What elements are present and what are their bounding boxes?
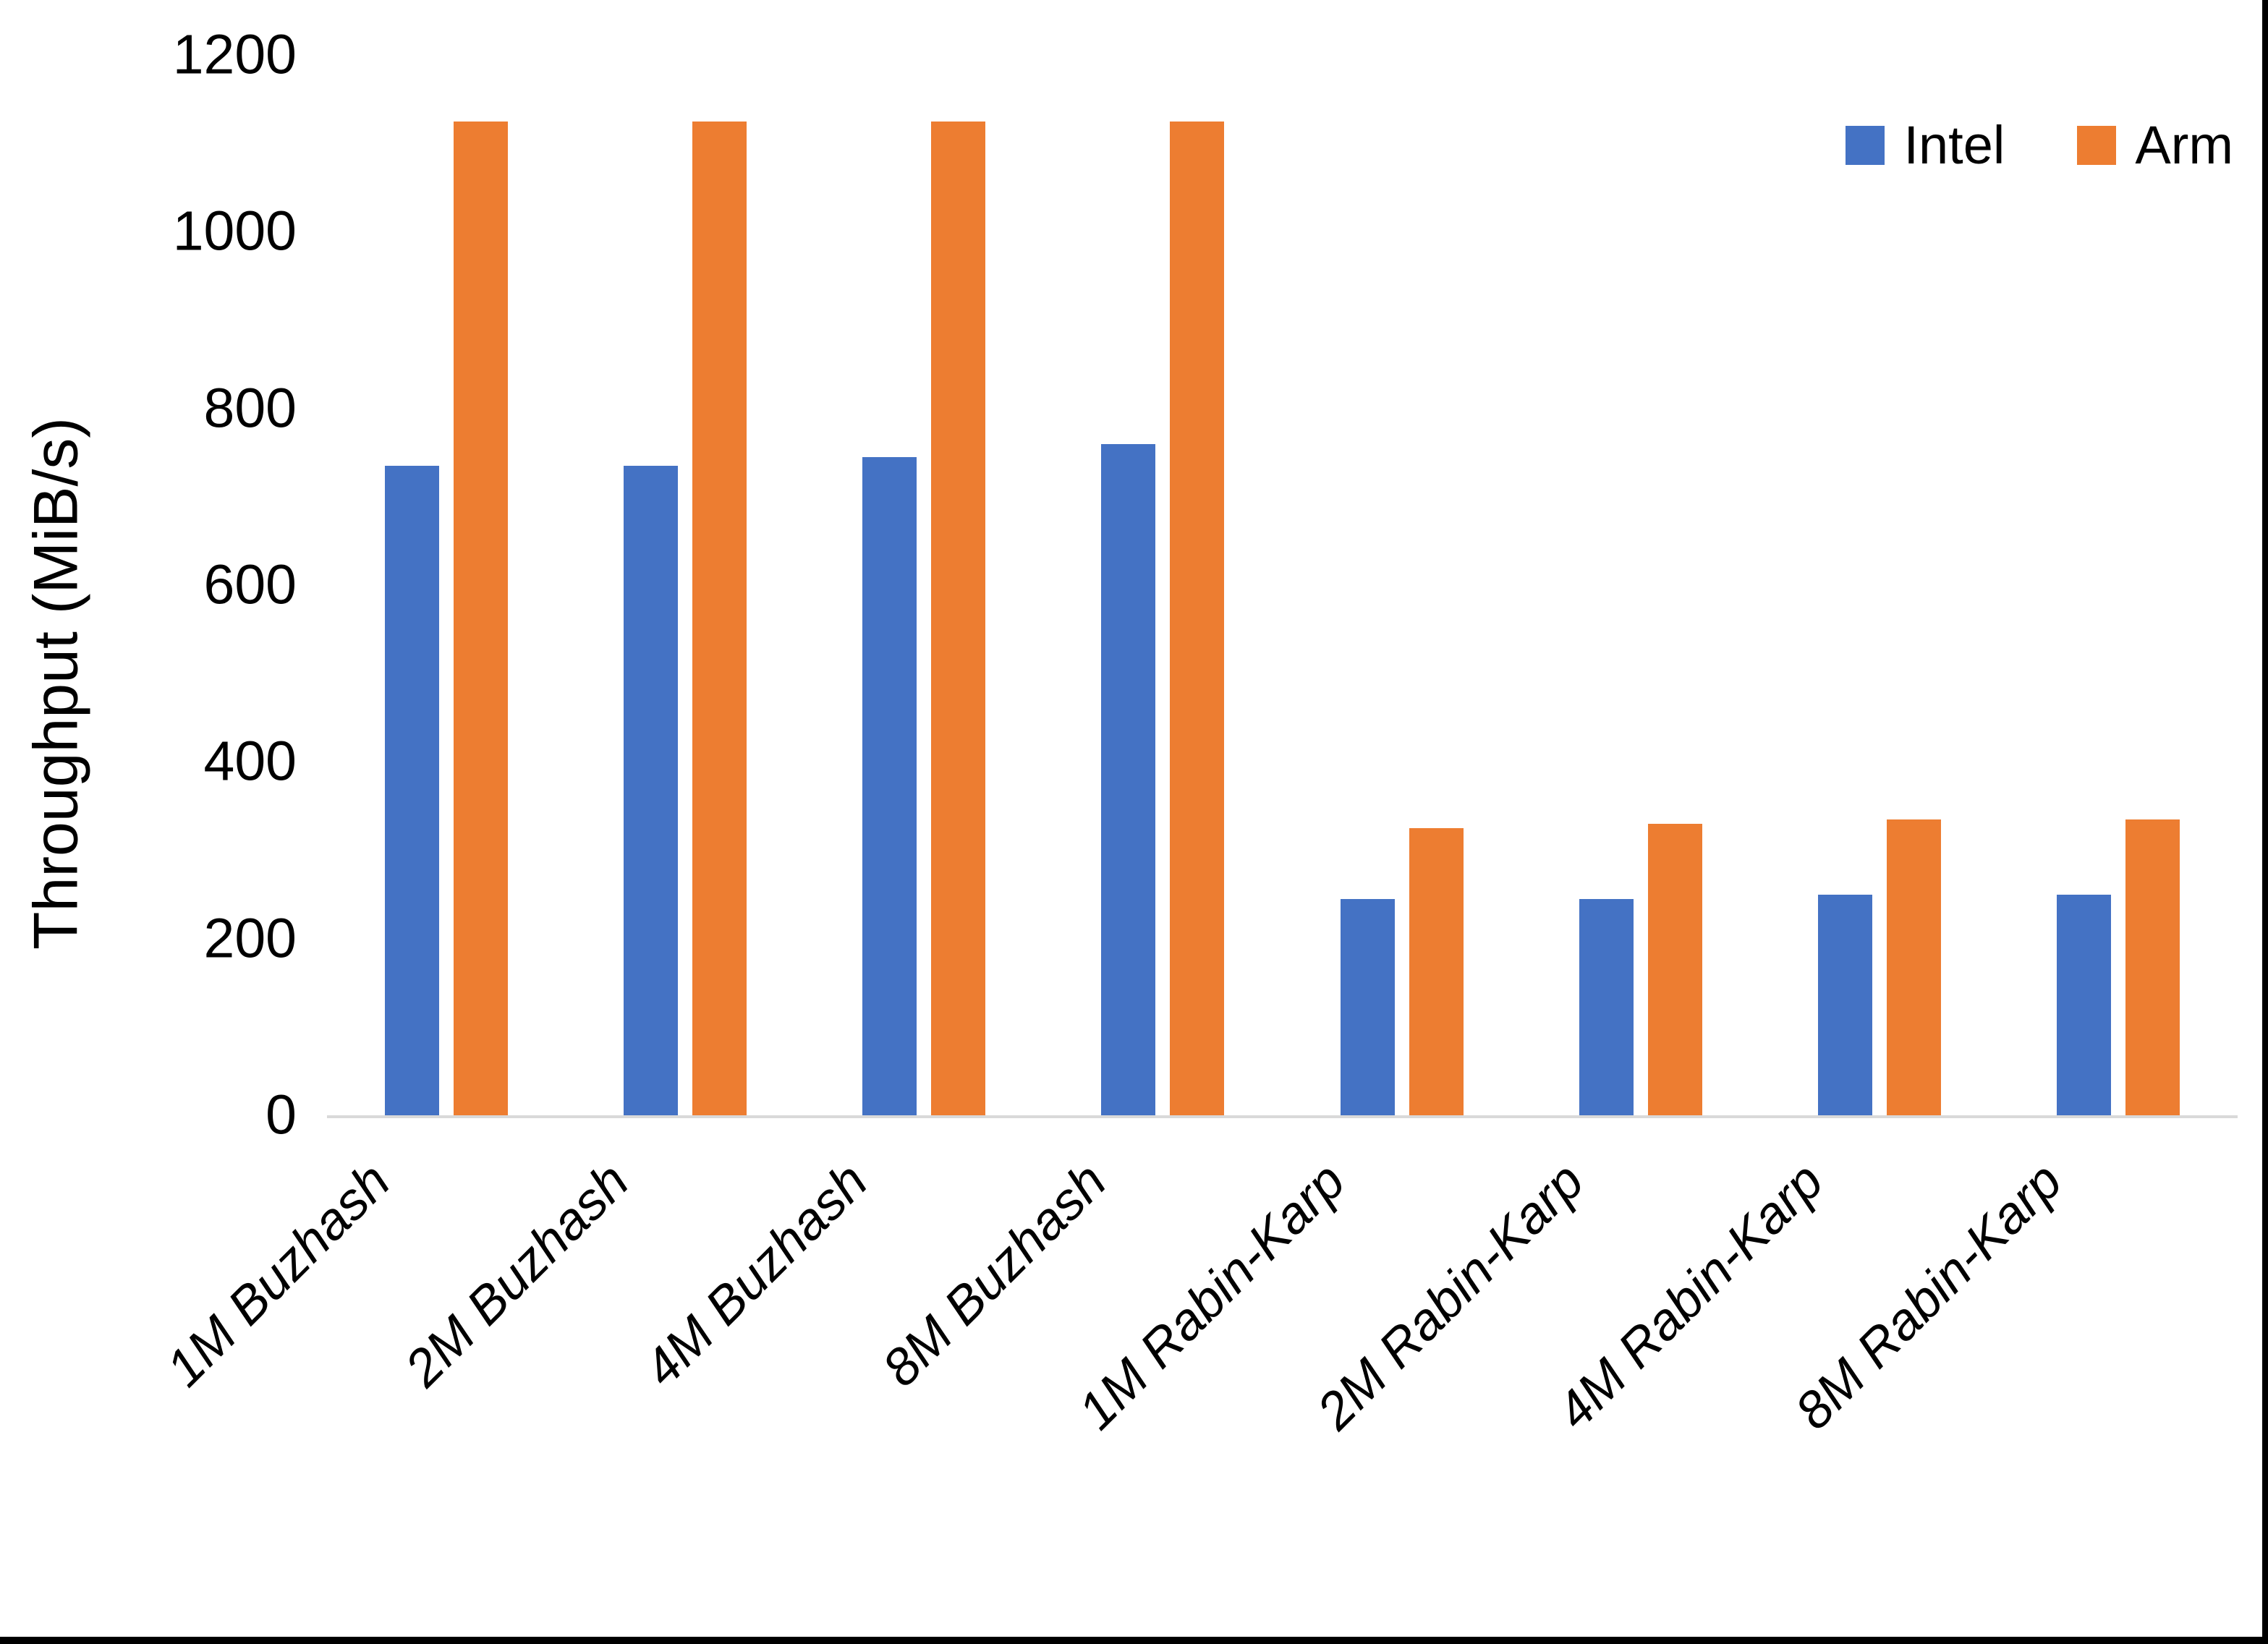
y-tick-label-1000: 1000	[172, 200, 297, 263]
legend-label-intel: Intel	[1903, 115, 2005, 175]
bar-arm-2m-rabin-karp	[1647, 823, 1702, 1115]
x-label-8m-buzhash: 8M Buzhash	[872, 1151, 1118, 1398]
bar-group-8m-rabin-karp	[1999, 55, 2238, 1115]
window-bottom-border	[0, 1637, 2268, 1644]
legend-entry-arm: Arm	[2077, 114, 2233, 176]
y-tick-label-600: 600	[203, 553, 297, 616]
bar-group-4m-buzhash	[804, 55, 1043, 1115]
x-axis-line	[327, 1115, 2238, 1118]
bar-group-2m-buzhash	[566, 55, 804, 1115]
bar-group-8m-buzhash	[1043, 55, 1282, 1115]
bar-arm-8m-buzhash	[1170, 121, 1225, 1115]
bar-intel-2m-buzhash	[624, 466, 679, 1115]
bar-arm-8m-rabin-karp	[2125, 819, 2180, 1115]
y-tick-label-400: 400	[203, 730, 297, 793]
x-label-2m-buzhash: 2M Buzhash	[394, 1151, 640, 1398]
bar-arm-1m-rabin-karp	[1409, 827, 1464, 1115]
bar-intel-1m-buzhash	[385, 466, 440, 1115]
legend-swatch-intel-icon	[1846, 125, 1885, 165]
y-tick-label-0: 0	[266, 1083, 297, 1146]
legend: Intel Arm	[1846, 114, 2233, 176]
bar-arm-4m-rabin-karp	[1886, 819, 1941, 1115]
bar-groups	[327, 55, 2238, 1115]
bar-intel-2m-rabin-karp	[1579, 898, 1634, 1115]
x-label-4m-buzhash: 4M Buzhash	[633, 1151, 879, 1398]
bar-intel-8m-rabin-karp	[2056, 894, 2111, 1115]
bar-intel-4m-buzhash	[862, 456, 917, 1115]
bar-intel-1m-rabin-karp	[1340, 898, 1395, 1115]
bar-intel-4m-rabin-karp	[1817, 894, 1872, 1115]
bar-group-4m-rabin-karp	[1760, 55, 1999, 1115]
bar-arm-4m-buzhash	[931, 121, 986, 1115]
bar-arm-1m-buzhash	[454, 121, 509, 1115]
legend-label-arm: Arm	[2135, 115, 2233, 175]
window-right-border	[2262, 0, 2268, 1644]
y-tick-label-800: 800	[203, 377, 297, 440]
legend-entry-intel: Intel	[1846, 114, 2005, 176]
bar-group-1m-buzhash	[327, 55, 566, 1115]
legend-swatch-arm-icon	[2077, 125, 2117, 165]
y-tick-label-1200: 1200	[172, 23, 297, 86]
y-tick-label-200: 200	[203, 907, 297, 970]
bar-intel-8m-buzhash	[1101, 443, 1156, 1115]
plot-area	[327, 55, 2238, 1115]
bar-group-2m-rabin-karp	[1521, 55, 1760, 1115]
bar-group-1m-rabin-karp	[1283, 55, 1521, 1115]
bar-arm-2m-buzhash	[692, 121, 747, 1115]
y-axis-title: Throughput (MiB/s)	[21, 417, 91, 950]
x-label-1m-buzhash: 1M Buzhash	[155, 1151, 402, 1398]
